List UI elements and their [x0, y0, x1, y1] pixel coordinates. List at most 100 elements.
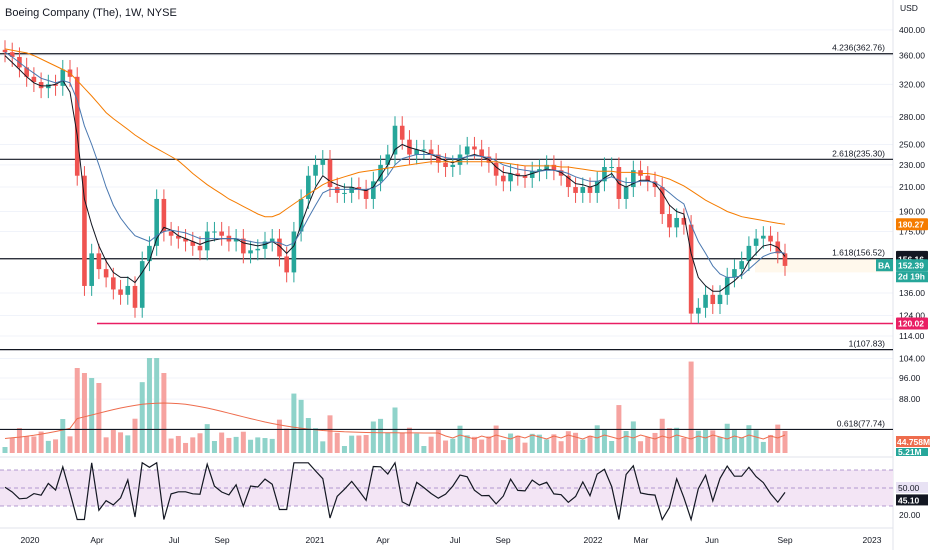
candle-body	[681, 217, 687, 225]
volume-bar	[233, 436, 239, 453]
rsi-value-tag: 45.10	[898, 495, 920, 505]
candle-body	[60, 69, 66, 86]
volume-layer	[2, 358, 788, 453]
candle-body	[566, 175, 571, 188]
candle-body	[753, 238, 759, 246]
candle-body	[703, 294, 708, 308]
candle-body	[696, 307, 701, 314]
rsi-line	[4, 461, 786, 522]
price-tick-label: 104.00	[899, 353, 925, 363]
candle-body	[515, 173, 521, 176]
price-axis[interactable]: USD 400.00 360.00 320.00 280.00 250.00 230.00 2…	[899, 3, 925, 520]
candle-body	[248, 250, 253, 254]
candle-body	[746, 245, 752, 262]
candle-body	[399, 125, 405, 140]
volume-bar	[652, 432, 658, 453]
candle-body	[31, 76, 37, 83]
candle-body	[580, 187, 586, 193]
volume-bar	[24, 436, 30, 453]
volume-bar	[197, 433, 203, 453]
fib-label: 1.618(156.52)	[832, 248, 885, 258]
candle-body	[609, 166, 614, 168]
ma-mid-line	[4, 51, 786, 278]
candle-body	[139, 261, 145, 308]
volume-bar	[399, 432, 405, 453]
volume-bar	[378, 418, 384, 453]
volume-bar	[421, 446, 427, 453]
candle-body	[450, 164, 456, 167]
ma-slow-tag: 180.27	[898, 219, 924, 229]
price-tick-label: 360.00	[899, 51, 925, 61]
volume-bar	[479, 439, 485, 453]
price-tick-label: 230.00	[899, 160, 925, 170]
price-tick-label: 280.00	[899, 112, 925, 122]
volume-bar	[594, 425, 600, 453]
candle-body	[493, 162, 499, 176]
volume-bar	[276, 419, 282, 453]
candle-body	[349, 187, 354, 193]
candle-body	[284, 256, 289, 273]
time-axis[interactable]: 2020 Apr Jul Sep 2021 Apr Jul Sep 2022 Mar Jun Sep 2…	[21, 535, 882, 545]
candle-body	[334, 187, 340, 193]
candle-body	[168, 231, 174, 236]
volume-bar	[269, 438, 275, 453]
rsi-upper-tag-box	[896, 482, 928, 493]
volume-bar	[428, 436, 434, 453]
volume-bar	[45, 440, 51, 453]
volume-bar	[370, 421, 376, 453]
volume-bar	[435, 429, 441, 453]
volume-bar	[746, 425, 752, 453]
candle-body	[24, 67, 29, 77]
volume-bar	[406, 427, 412, 453]
volume-bar	[666, 428, 672, 453]
volume-bar	[623, 431, 629, 453]
volume-bar	[305, 418, 311, 453]
fib-label: 1(107.83)	[849, 339, 886, 349]
candle-body	[183, 238, 188, 242]
time-tick-label: Jul	[450, 535, 461, 545]
volume-bar	[731, 430, 737, 453]
candles-layer	[2, 40, 788, 324]
candle-body	[602, 166, 607, 182]
rsi-pane	[0, 461, 893, 522]
volume-bar	[536, 434, 542, 453]
candle-body	[125, 285, 131, 295]
candle-body	[2, 49, 8, 53]
volume-bar	[529, 433, 535, 453]
volume-bar	[739, 437, 745, 453]
volume-bar	[392, 407, 398, 453]
volume-bar	[695, 430, 701, 453]
volume-bar	[183, 442, 189, 453]
candle-body	[190, 241, 196, 246]
candle-body	[710, 294, 716, 305]
price-tick-label: 190.00	[899, 206, 925, 216]
candle-body	[74, 76, 80, 176]
candle-body	[717, 294, 723, 305]
volume-bar	[356, 435, 362, 453]
candle-body	[82, 175, 87, 286]
candle-body	[291, 231, 297, 273]
ticker-badge: BA	[878, 260, 890, 270]
candle-body	[443, 162, 448, 167]
candle-body	[161, 198, 167, 232]
support-tag: 120.02	[898, 319, 924, 329]
candle-body	[313, 164, 318, 176]
volume-bar	[67, 436, 73, 453]
volume-bar	[573, 432, 579, 453]
candle-body	[688, 224, 694, 314]
candle-body	[306, 175, 311, 199]
candle-body	[176, 235, 181, 239]
volume-bar	[125, 435, 131, 453]
countdown-label: 2d 19h	[898, 271, 925, 281]
volume-bar	[146, 358, 152, 453]
candle-body	[204, 231, 210, 251]
candle-body	[378, 164, 383, 182]
candle-body	[132, 285, 138, 308]
last-price-tag: 152.39	[898, 260, 924, 270]
volume-bar	[349, 435, 355, 453]
symbol-title: Boeing Company (The), 1W, NYSE	[5, 7, 177, 19]
volume-bar	[53, 439, 59, 453]
volume-bar	[493, 425, 499, 453]
time-tick-label: Apr	[376, 535, 389, 545]
